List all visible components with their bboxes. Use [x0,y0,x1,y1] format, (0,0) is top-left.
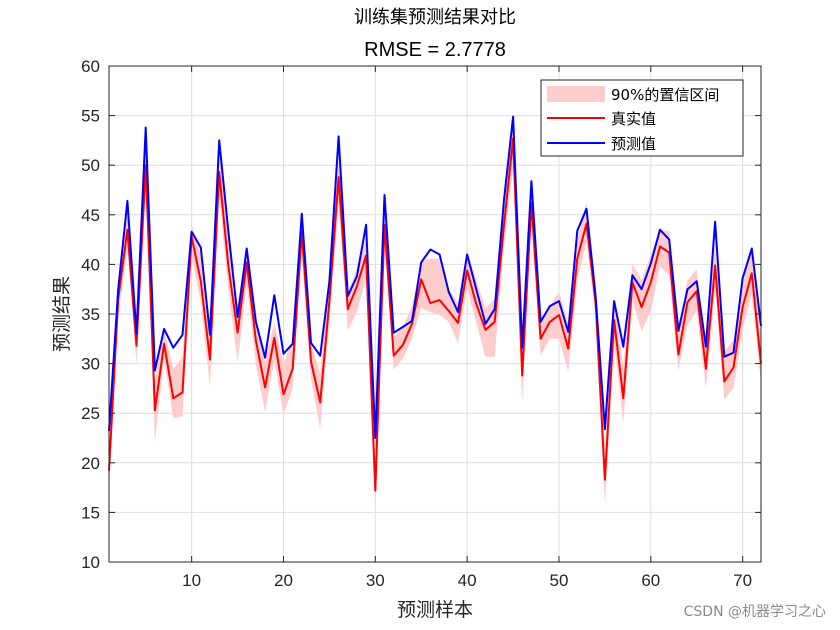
x-tick-label: 50 [550,571,569,590]
y-tick-label: 35 [81,305,100,324]
y-tick-label: 55 [81,107,100,126]
y-tick-label: 45 [81,206,100,225]
chart-subtitle: RMSE = 2.7778 [364,39,506,61]
confidence-band [109,116,761,509]
watermark: CSDN @机器学习之心 [684,604,826,620]
x-tick-label: 70 [733,571,752,590]
y-axis-label: 预测结果 [51,276,73,352]
x-tick-label: 30 [366,571,385,590]
y-tick-label: 30 [81,355,100,374]
confidence-band-layer [109,116,761,509]
legend: 90%的置信区间 真实值 预测值 [540,79,744,157]
x-tick-label: 60 [641,571,660,590]
legend-label-true-values: 真实值 [611,110,656,128]
x-tick-label: 10 [182,571,201,590]
legend-swatch-confidence-band [547,86,605,102]
legend-label-predicted-values: 预测值 [611,135,656,153]
x-tick-label: 40 [458,571,477,590]
y-tick-label: 60 [81,57,100,76]
predicted-values-line [108,115,762,439]
x-axis-label: 预测样本 [397,599,473,621]
y-tick-label: 25 [81,404,100,423]
series-lines-layer [108,115,762,492]
axis-ticks: 10 20 30 40 50 60 70 10 15 20 25 30 35 40 45 50 55 60 [81,57,761,590]
legend-label-confidence-band: 90%的置信区间 [611,86,719,104]
true-values-line [108,137,762,492]
y-tick-label: 40 [81,255,100,274]
x-tick-label: 20 [274,571,293,590]
y-tick-label: 15 [81,503,100,522]
y-tick-label: 20 [81,454,100,473]
y-tick-label: 50 [81,156,100,175]
chart-title: 训练集预测结果对比 [354,7,516,28]
y-tick-label: 10 [81,553,100,572]
